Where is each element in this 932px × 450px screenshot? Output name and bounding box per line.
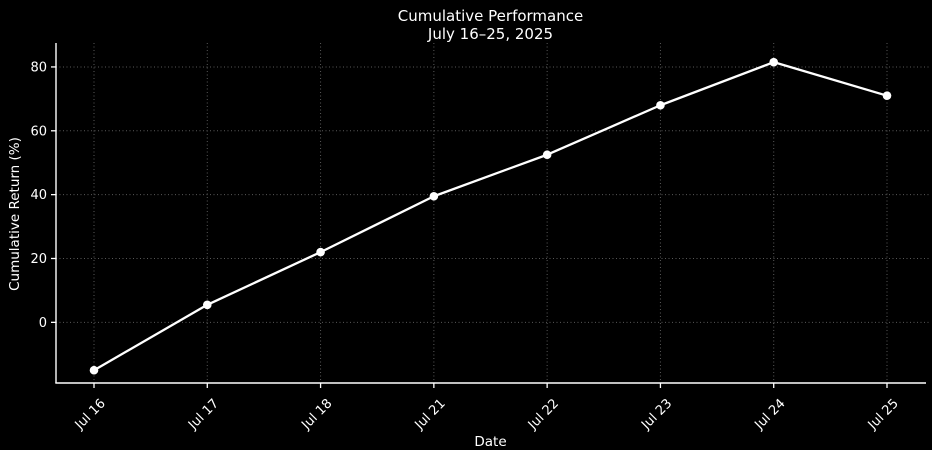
data-point xyxy=(89,365,99,375)
x-tick-label: Jul 21 xyxy=(412,396,449,433)
data-point xyxy=(429,191,439,201)
data-point xyxy=(542,150,552,160)
x-tick-label: Jul 25 xyxy=(865,396,902,433)
y-tick-label: 20 xyxy=(30,252,47,267)
y-axis-label: Cumulative Return (%) xyxy=(7,137,23,291)
y-tick-label: 40 xyxy=(30,188,47,203)
data-line xyxy=(92,61,889,372)
grid-lines xyxy=(56,43,930,383)
x-tick-label: Jul 17 xyxy=(185,396,222,433)
data-point xyxy=(202,300,212,310)
data-point xyxy=(769,57,779,67)
data-point xyxy=(656,100,665,110)
y-tick-label: 60 xyxy=(30,124,47,139)
x-axis-label: Date xyxy=(474,434,507,450)
y-tick-label: 0 xyxy=(39,316,47,331)
data-point xyxy=(882,91,892,100)
chart-title: Cumulative Performance xyxy=(397,7,584,25)
x-tick-label: Jul 16 xyxy=(72,396,109,433)
x-tick-label: Jul 22 xyxy=(525,396,562,433)
x-tick-label: Jul 18 xyxy=(298,396,335,433)
data-point xyxy=(316,247,325,257)
chart-subtitle: July 16–25, 2025 xyxy=(427,25,554,43)
chart-title-block: Cumulative Performance July 16–25, 2025 xyxy=(56,7,925,43)
y-tick-label: 80 xyxy=(30,60,47,75)
x-tick-label: Jul 23 xyxy=(638,396,675,433)
x-tick-label: Jul 24 xyxy=(752,396,789,433)
